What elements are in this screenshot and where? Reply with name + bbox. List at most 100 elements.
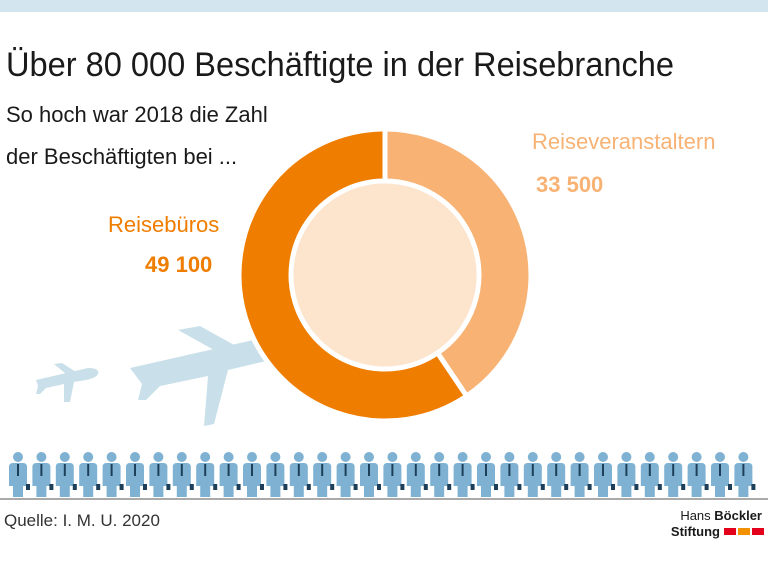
person-bag [353, 484, 358, 490]
logo-mark [738, 528, 750, 535]
person-tie [625, 464, 628, 476]
person-tie [227, 464, 230, 476]
person-head [527, 452, 538, 462]
person-bag [260, 484, 264, 490]
person [55, 452, 77, 497]
person [79, 452, 101, 497]
person [289, 452, 311, 497]
person-body [687, 463, 706, 497]
people-row [9, 452, 756, 497]
person-head [644, 452, 655, 462]
person [313, 452, 335, 497]
person-body [430, 463, 449, 497]
person [9, 452, 30, 497]
person-body [406, 463, 425, 497]
person [617, 452, 639, 497]
person-bag [704, 484, 709, 490]
person-body [219, 463, 238, 497]
person-bag [751, 484, 756, 490]
person [500, 452, 522, 497]
person-bag [49, 484, 54, 490]
person-tie [485, 464, 487, 476]
person [570, 452, 592, 497]
person [477, 452, 498, 497]
logo-line: Stiftung [671, 524, 720, 539]
person-body [336, 463, 355, 497]
person-body [477, 463, 495, 497]
person-head [551, 452, 562, 462]
person-bag [143, 484, 147, 490]
person-bag [728, 484, 732, 490]
person-body [289, 463, 308, 497]
person-body [711, 463, 729, 497]
person [430, 452, 452, 497]
person-bag [447, 484, 452, 490]
person-tie [461, 464, 464, 476]
person-body [617, 463, 636, 497]
plane-large-wing [178, 326, 236, 350]
person-body [664, 463, 683, 497]
person-tie [274, 464, 277, 476]
person-tie [157, 464, 160, 476]
top-band [0, 0, 768, 12]
person-bag [587, 484, 592, 490]
logo-word: Böckler [714, 508, 762, 523]
person-body [640, 463, 659, 497]
person [360, 452, 381, 497]
person-body [734, 463, 753, 497]
person-head [340, 452, 351, 462]
person-tie [110, 464, 113, 476]
person-head [738, 452, 749, 462]
person-tie [87, 464, 90, 476]
logo-mark [724, 528, 736, 535]
person [336, 452, 358, 497]
person-body [594, 463, 612, 497]
person-bag [330, 484, 335, 490]
person [406, 452, 428, 497]
person-head [598, 452, 608, 462]
person-head [59, 452, 70, 462]
person-bag [494, 484, 498, 490]
person [453, 452, 475, 497]
person-body [126, 463, 144, 497]
person [149, 452, 171, 497]
subtitle: der Beschäftigten bei ... [6, 144, 237, 169]
person-tie [391, 464, 394, 476]
subtitle: So hoch war 2018 die Zahl [6, 102, 268, 127]
person-tie [297, 464, 300, 476]
person-body [196, 463, 215, 497]
person-bag [377, 484, 381, 490]
person [243, 452, 264, 497]
person [640, 452, 662, 497]
person-bag [470, 484, 475, 490]
person-head [36, 452, 47, 462]
person-head [270, 452, 281, 462]
person-bag [119, 484, 124, 490]
person-head [200, 452, 211, 462]
value-label: 33 500 [536, 172, 603, 197]
person-bag [283, 484, 288, 490]
person-tie [17, 464, 19, 476]
person-tie [555, 464, 558, 476]
person-bag [306, 484, 311, 490]
source: Quelle: I. M. U. 2020 [4, 511, 160, 530]
donut-center [291, 181, 479, 369]
person-head [387, 452, 398, 462]
person-bag [540, 484, 545, 490]
person [102, 452, 124, 497]
logo-line: Hans Böckler [680, 508, 762, 523]
person-body [383, 463, 402, 497]
person-head [457, 452, 468, 462]
person-tie [672, 464, 675, 476]
person-bag [166, 484, 171, 490]
person-body [360, 463, 378, 497]
person-bag [634, 484, 639, 490]
person-tie [344, 464, 347, 476]
donut-segment [236, 126, 471, 424]
person [196, 452, 218, 497]
person-head [668, 452, 679, 462]
person-head [293, 452, 304, 462]
chart-title: Über 80 000 Beschäftigte in der Reisebra… [6, 46, 674, 84]
person-head [574, 452, 585, 462]
person-tie [742, 464, 745, 476]
